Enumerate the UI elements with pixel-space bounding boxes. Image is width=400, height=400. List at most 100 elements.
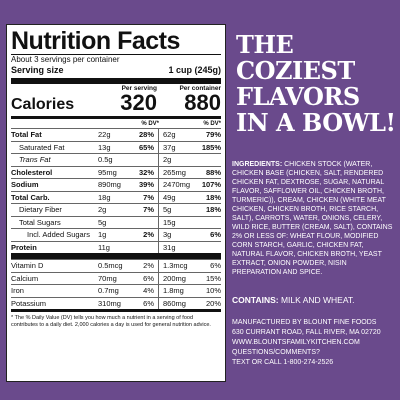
- nutrient-row: Sodium 890mg 39% 2470mg 107%: [11, 178, 221, 191]
- per-serving-label: Per serving: [121, 85, 157, 92]
- nutrient-value: [130, 241, 159, 253]
- nutrient-name: Trans Fat: [19, 155, 51, 165]
- manufacturer-line: WWW.BLOUNTSFAMILYKITCHEN.COM: [232, 339, 360, 346]
- vitamin-name: Vitamin D: [11, 261, 44, 271]
- nutrient-name: Sodium: [11, 180, 39, 190]
- footnote: * The % Daily Value (DV) tells you how m…: [11, 315, 211, 328]
- nutrient-value: 11g: [98, 242, 110, 252]
- vitamin-value: 1.8mg: [163, 286, 184, 296]
- vitamin-name: Potassium: [11, 298, 47, 308]
- nutrient-name: Incl. Added Sugars: [27, 230, 90, 240]
- nutrient-name: Total Fat: [11, 130, 42, 140]
- nutrient-value: 2g: [98, 205, 107, 215]
- nutrient-value: 2%: [130, 229, 159, 241]
- nutrient-value: 88%: [205, 167, 221, 177]
- calories-per-container: 880: [184, 90, 221, 115]
- manufacturer-line: MANUFACTURED BY BLOUNT FINE FOODS: [232, 319, 377, 326]
- nutrient-name: Total Sugars: [19, 217, 61, 227]
- dv-label-serving: % DV*: [141, 120, 159, 127]
- vitamin-rows: Vitamin D 0.5mcg 2% 1.3mcg 6% Calcium 70mg 6% 20…: [11, 259, 221, 309]
- per-container-column: Per container 880: [157, 85, 221, 114]
- ingredients: INGREDIENTS: CHICKEN STOCK (WATER, CHICK…: [232, 160, 396, 277]
- vitamin-row: Iron 0.7mg 4% 1.8mg 10%: [11, 284, 221, 297]
- nutrient-value: 39%: [130, 179, 159, 191]
- headline: THE COZIEST FLAVORS IN A BOWL!: [236, 30, 396, 137]
- nutrient-value: 31g: [163, 242, 176, 252]
- nutrient-value: 95mg: [98, 167, 117, 177]
- nutrient-value: 79%: [205, 130, 221, 140]
- vitamin-value: 20%: [205, 298, 221, 308]
- nutrient-row: Saturated Fat 13g 65% 37g 185%: [11, 140, 221, 153]
- nutrient-value: 5g: [98, 217, 107, 227]
- ingredients-label: INGREDIENTS:: [232, 161, 283, 168]
- dv-label-container: % DV*: [203, 120, 221, 127]
- serving-size-label: Serving size: [11, 65, 64, 75]
- nutrient-value: 18%: [205, 205, 221, 215]
- vitamin-name: Iron: [11, 286, 24, 296]
- nutrient-value: 7%: [130, 191, 159, 203]
- nutrition-facts-panel: Nutrition Facts About 3 servings per con…: [6, 24, 226, 382]
- contains-statement: CONTAINS: MILK AND WHEAT.: [232, 295, 355, 305]
- nutrient-value: 15g: [163, 217, 176, 227]
- manufacturer-line: TEXT OR CALL 1-800-274-2526: [232, 359, 334, 366]
- vitamin-value: 70mg: [98, 273, 117, 283]
- vitamin-value: 310mg: [98, 298, 121, 308]
- nutrient-row: Total Sugars 5g 15g: [11, 215, 221, 228]
- vitamin-value: 0.7mg: [98, 286, 119, 296]
- nutrient-row: Dietary Fiber 2g 7% 5g 18%: [11, 203, 221, 216]
- nutrient-value: 0.5g: [98, 155, 113, 165]
- vitamin-row: Vitamin D 0.5mcg 2% 1.3mcg 6%: [11, 259, 221, 272]
- nutrient-value: 22g: [98, 130, 111, 140]
- nutrient-row: Trans Fat 0.5g 2g: [11, 153, 221, 166]
- nutrient-value: 65%: [130, 141, 159, 153]
- vitamin-value: 6%: [210, 261, 221, 271]
- nutrient-value: 62g: [163, 130, 176, 140]
- nutrient-value: 18g: [98, 192, 111, 202]
- nutrient-value: 185%: [201, 142, 221, 152]
- contains-text: MILK AND WHEAT.: [280, 295, 355, 305]
- vitamin-row: Potassium 310mg 6% 860mg 20%: [11, 296, 221, 309]
- nutrient-row: Incl. Added Sugars 1g 2% 3g 6%: [11, 228, 221, 241]
- vitamin-value: 860mg: [163, 298, 186, 308]
- nutrient-value: 1g: [98, 230, 107, 240]
- calories-row: Calories Per serving 320 Per container 8…: [11, 84, 221, 114]
- nutrient-name: Total Carb.: [11, 192, 50, 202]
- contains-label: CONTAINS:: [232, 295, 279, 305]
- per-serving-column: Per serving 320: [101, 85, 157, 114]
- nutrient-value: 13g: [98, 142, 111, 152]
- nutrient-row: Cholesterol 95mg 32% 265mg 88%: [11, 165, 221, 178]
- nutrient-row: Protein 11g 31g: [11, 240, 221, 253]
- servings-per-container: About 3 servings per container: [11, 55, 120, 64]
- nutrient-name: Cholesterol: [11, 167, 53, 177]
- nutrient-value: 6%: [210, 230, 221, 240]
- nutrient-value: 49g: [163, 192, 176, 202]
- nutrient-value: 32%: [130, 166, 159, 178]
- vitamin-value: 6%: [130, 272, 159, 284]
- nutrient-row: Total Carb. 18g 7% 49g 18%: [11, 190, 221, 203]
- serving-size-row: Serving size 1 cup (245g): [11, 65, 221, 76]
- calories-label: Calories: [11, 96, 75, 113]
- nutrient-value: 2g: [163, 155, 172, 165]
- manufacturer-line: 630 CURRANT ROAD, FALL RIVER, MA 02720: [232, 329, 381, 336]
- serving-size-value: 1 cup (245g): [168, 65, 221, 75]
- vitamin-value: 4%: [130, 285, 159, 297]
- nutrient-rows: Total Fat 22g 28% 62g 79% Saturated Fat 13g 65%…: [11, 128, 221, 253]
- nutrient-value: 890mg: [98, 180, 121, 190]
- nutrient-value: 37g: [163, 142, 176, 152]
- nutrient-value: 3g: [163, 230, 172, 240]
- vitamin-value: 10%: [205, 286, 221, 296]
- nutrient-name: Protein: [11, 242, 37, 252]
- nutrient-value: 28%: [130, 129, 159, 141]
- nutrient-value: 18%: [205, 192, 221, 202]
- vitamin-value: 6%: [130, 297, 159, 309]
- vitamin-value: 1.3mcg: [163, 261, 188, 271]
- vitamin-row: Calcium 70mg 6% 200mg 15%: [11, 271, 221, 284]
- nutrient-value: [130, 154, 159, 166]
- calories-per-serving: 320: [120, 90, 157, 115]
- nutrient-row: Total Fat 22g 28% 62g 79%: [11, 128, 221, 141]
- nutrient-value: 107%: [201, 180, 221, 190]
- vitamin-name: Calcium: [11, 273, 39, 283]
- ingredients-text: CHICKEN STOCK (WATER, CHICKEN BASE (CHIC…: [232, 161, 393, 276]
- nutrient-name: Dietary Fiber: [19, 205, 62, 215]
- nutrient-value: 5g: [163, 205, 172, 215]
